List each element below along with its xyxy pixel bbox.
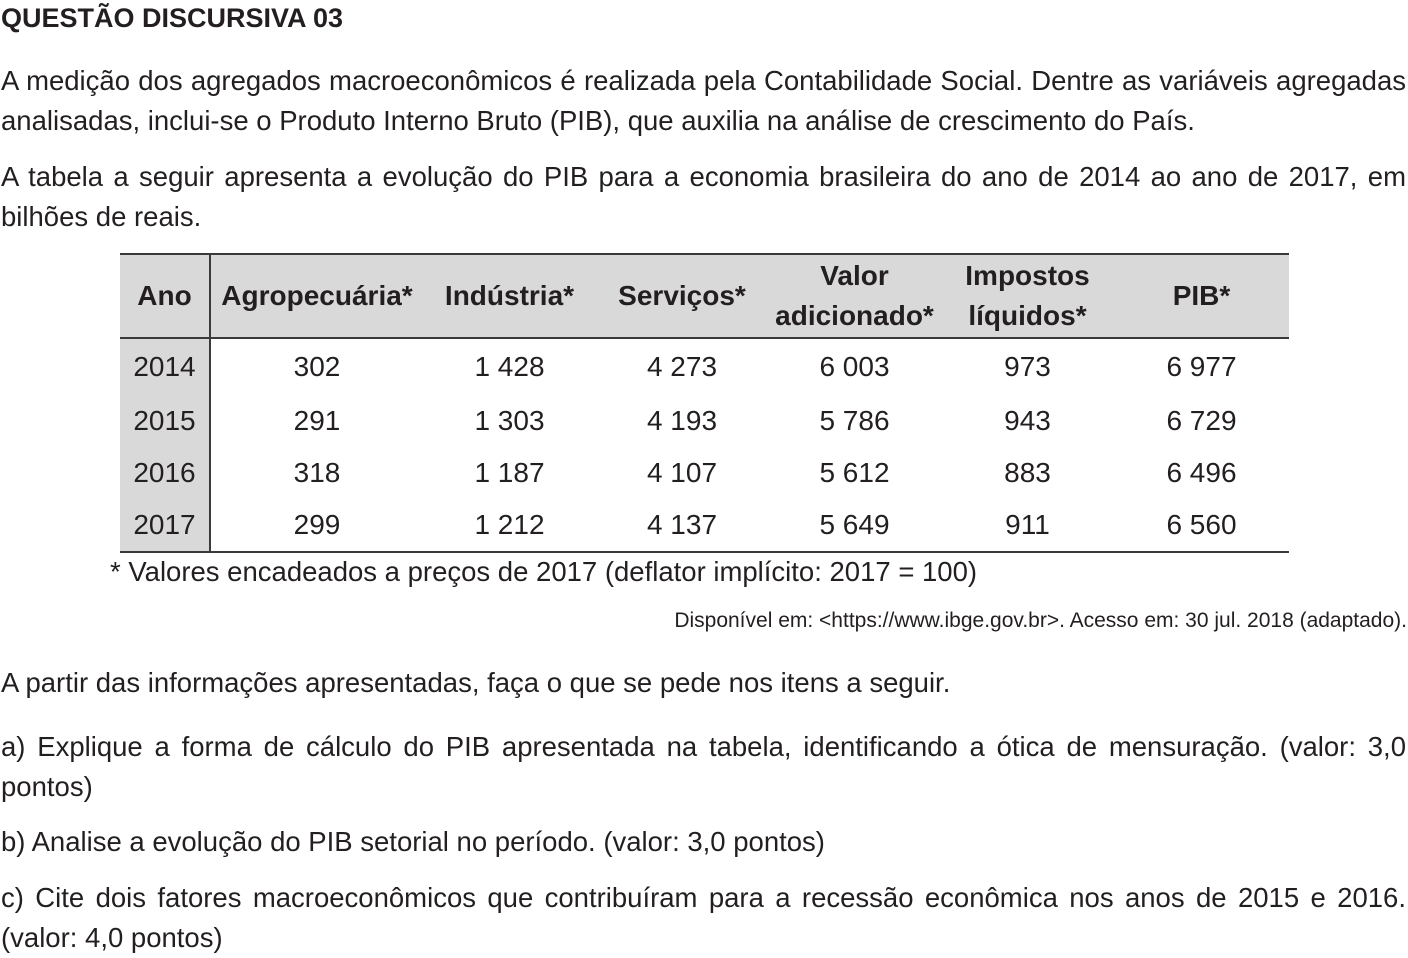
table-row: 2017 299 1 212 4 137 5 649 911 6 560 bbox=[120, 499, 1289, 553]
cell-services: 4 193 bbox=[646, 405, 718, 436]
cell-gdp: 6 729 bbox=[1166, 405, 1237, 436]
item-c: c) Cite dois fatores macroeconômicos que… bbox=[1, 882, 1406, 953]
cell-services: 4 273 bbox=[646, 351, 718, 382]
cell-taxes: 943 bbox=[1004, 405, 1051, 436]
cell-year: 2016 bbox=[120, 447, 211, 499]
question-title: QUESTÃO DISCURSIVA 03 bbox=[1, 3, 344, 33]
header-taxes: Impostos líquidos* bbox=[941, 253, 1114, 339]
table-row: 2016 318 1 187 4 107 5 612 883 6 496 bbox=[120, 447, 1289, 499]
cell-services: 4 137 bbox=[596, 499, 768, 553]
gdp-table-container: Ano Agropecuária* Indústria* Serviços* V… bbox=[120, 253, 1289, 553]
cell-industry: 1 212 bbox=[423, 499, 596, 553]
header-year: Ano bbox=[120, 253, 211, 339]
header-value-added-line1: Valor bbox=[820, 260, 889, 291]
header-taxes-line1: Impostos bbox=[965, 260, 1090, 291]
cell-industry: 1 187 bbox=[474, 457, 545, 488]
cell-year: 2015 bbox=[120, 395, 211, 447]
cell-gdp: 6 977 bbox=[1166, 351, 1237, 382]
cell-taxes: 973 bbox=[1004, 351, 1051, 382]
cell-taxes: 911 bbox=[941, 499, 1114, 553]
cell-year: 2014 bbox=[120, 338, 211, 395]
cell-value-added: 5 786 bbox=[819, 405, 890, 436]
header-agro: Agropecuária* bbox=[210, 253, 423, 339]
header-value-added: Valor adicionado* bbox=[768, 253, 941, 339]
header-gdp: PIB* bbox=[1114, 253, 1289, 339]
header-taxes-line2: líquidos* bbox=[968, 300, 1087, 331]
gdp-table: Ano Agropecuária* Indústria* Serviços* V… bbox=[120, 253, 1289, 553]
cell-gdp: 6 560 bbox=[1114, 499, 1289, 553]
table-footnote: * Valores encadeados a preços de 2017 (d… bbox=[110, 556, 978, 587]
item-b: b) Analise a evolução do PIB setorial no… bbox=[1, 826, 825, 857]
cell-agro: 291 bbox=[293, 405, 341, 436]
header-services: Serviços* bbox=[596, 253, 768, 339]
source-citation: Disponível em: <https://www.ibge.gov.br>… bbox=[674, 609, 1407, 632]
item-a: a) Explique a forma de cálculo do PIB ap… bbox=[1, 731, 1406, 802]
cell-gdp: 6 496 bbox=[1166, 457, 1237, 488]
cell-agro: 299 bbox=[210, 499, 423, 553]
instructions-paragraph: A partir das informações apresentadas, f… bbox=[1, 667, 951, 698]
table-row: 2015 291 1 303 4 193 5 786 943 6 729 bbox=[120, 395, 1289, 447]
cell-industry: 1 428 bbox=[474, 351, 545, 382]
cell-industry: 1 303 bbox=[474, 405, 545, 436]
cell-taxes: 883 bbox=[1004, 457, 1051, 488]
header-value-added-line2: adicionado* bbox=[775, 300, 934, 331]
intro-paragraph: A medição dos agregados macroeconômicos … bbox=[1, 65, 1406, 136]
table-row: 2014 302 1 428 4 273 6 003 973 6 977 bbox=[120, 338, 1289, 395]
cell-agro: 302 bbox=[293, 351, 341, 382]
cell-value-added: 5 649 bbox=[768, 499, 941, 553]
cell-value-added: 5 612 bbox=[819, 457, 890, 488]
cell-agro: 318 bbox=[293, 457, 341, 488]
cell-services: 4 107 bbox=[646, 457, 718, 488]
table-header-row: Ano Agropecuária* Indústria* Serviços* V… bbox=[120, 253, 1289, 339]
cell-year: 2017 bbox=[120, 499, 211, 553]
header-industry: Indústria* bbox=[423, 253, 596, 339]
table-intro-paragraph: A tabela a seguir apresenta a evolução d… bbox=[1, 161, 1406, 232]
cell-value-added: 6 003 bbox=[819, 351, 890, 382]
